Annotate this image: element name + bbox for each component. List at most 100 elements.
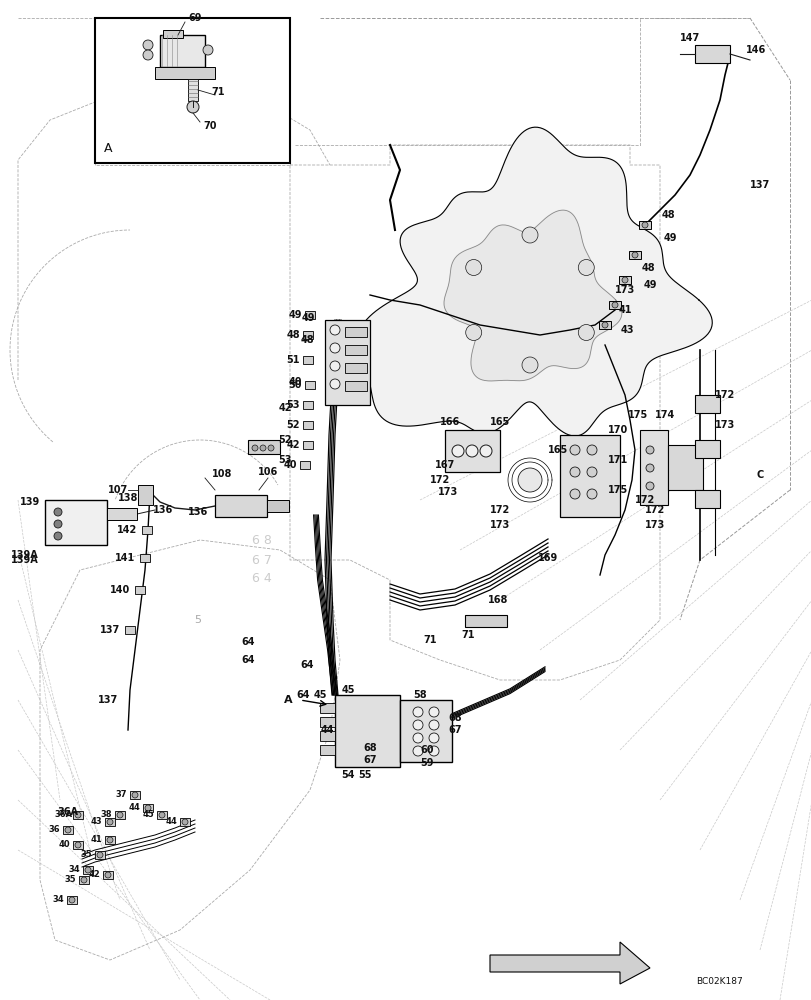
Text: 68: 68 bbox=[448, 713, 461, 723]
Bar bbox=[320, 717, 335, 727]
Bar bbox=[142, 526, 152, 534]
Bar bbox=[629, 251, 640, 259]
Circle shape bbox=[646, 464, 653, 472]
Text: 49: 49 bbox=[301, 313, 315, 323]
Text: 172: 172 bbox=[634, 495, 654, 505]
Text: 173: 173 bbox=[614, 285, 634, 295]
Bar bbox=[639, 430, 667, 505]
Circle shape bbox=[187, 101, 199, 113]
Circle shape bbox=[251, 445, 258, 451]
Text: 36: 36 bbox=[48, 825, 60, 834]
Bar bbox=[163, 30, 182, 38]
Circle shape bbox=[428, 733, 439, 743]
Text: 137: 137 bbox=[98, 695, 118, 705]
Text: 168: 168 bbox=[487, 595, 508, 605]
Text: 137: 137 bbox=[749, 180, 769, 190]
Bar bbox=[694, 440, 719, 458]
Text: 175: 175 bbox=[607, 485, 628, 495]
Text: 64: 64 bbox=[300, 660, 313, 670]
Text: 51: 51 bbox=[286, 355, 299, 365]
Text: 173: 173 bbox=[714, 420, 734, 430]
Text: 38: 38 bbox=[100, 810, 112, 819]
Circle shape bbox=[75, 812, 81, 818]
Circle shape bbox=[268, 445, 273, 451]
Bar bbox=[608, 301, 620, 309]
Bar bbox=[400, 700, 452, 762]
Text: A: A bbox=[283, 695, 292, 705]
Text: 167: 167 bbox=[435, 460, 454, 470]
Bar bbox=[247, 440, 280, 454]
Circle shape bbox=[601, 322, 607, 328]
Circle shape bbox=[145, 805, 151, 811]
Bar bbox=[320, 745, 335, 755]
Text: 165: 165 bbox=[489, 417, 509, 427]
Text: 67: 67 bbox=[363, 755, 376, 765]
Circle shape bbox=[159, 812, 165, 818]
Text: 6 8: 6 8 bbox=[251, 534, 272, 546]
Text: 40: 40 bbox=[58, 840, 70, 849]
Text: 64: 64 bbox=[241, 637, 255, 647]
Bar bbox=[560, 435, 620, 517]
Text: 69: 69 bbox=[188, 13, 201, 23]
Text: 138: 138 bbox=[118, 493, 138, 503]
Polygon shape bbox=[357, 127, 711, 436]
Text: 147: 147 bbox=[679, 33, 699, 43]
Circle shape bbox=[631, 252, 637, 258]
Circle shape bbox=[428, 720, 439, 730]
Circle shape bbox=[117, 812, 122, 818]
Bar bbox=[180, 818, 190, 826]
Circle shape bbox=[413, 746, 423, 756]
Bar bbox=[83, 866, 93, 874]
Text: 60: 60 bbox=[420, 745, 433, 755]
Text: 71: 71 bbox=[211, 87, 225, 97]
Bar bbox=[465, 615, 506, 627]
Text: 36A: 36A bbox=[58, 807, 79, 817]
Text: 6 7: 6 7 bbox=[251, 554, 272, 566]
Text: 48: 48 bbox=[285, 330, 299, 340]
Circle shape bbox=[182, 819, 188, 825]
Text: 140: 140 bbox=[109, 585, 130, 595]
Text: A: A bbox=[104, 142, 112, 155]
Bar bbox=[130, 791, 139, 799]
Text: 68: 68 bbox=[363, 743, 376, 753]
Circle shape bbox=[586, 467, 596, 477]
Bar bbox=[267, 500, 289, 512]
Circle shape bbox=[413, 720, 423, 730]
Text: 45: 45 bbox=[313, 690, 326, 700]
Text: 48: 48 bbox=[641, 263, 654, 273]
Text: 169: 169 bbox=[537, 553, 557, 563]
Bar bbox=[303, 421, 312, 429]
Text: 71: 71 bbox=[423, 635, 436, 645]
Text: 175: 175 bbox=[627, 410, 647, 420]
Circle shape bbox=[569, 467, 579, 477]
Bar bbox=[638, 221, 650, 229]
Bar bbox=[105, 836, 115, 844]
Text: 34: 34 bbox=[68, 865, 79, 874]
Bar bbox=[155, 67, 215, 79]
Text: 141: 141 bbox=[114, 553, 135, 563]
Text: 42: 42 bbox=[286, 440, 299, 450]
Circle shape bbox=[143, 40, 152, 50]
Text: 139A: 139A bbox=[11, 555, 39, 565]
Text: 136: 136 bbox=[187, 507, 208, 517]
Circle shape bbox=[428, 746, 439, 756]
Circle shape bbox=[413, 707, 423, 717]
Circle shape bbox=[586, 489, 596, 499]
Text: 64: 64 bbox=[296, 690, 309, 700]
Circle shape bbox=[521, 357, 538, 373]
Bar bbox=[335, 695, 400, 767]
Text: 37: 37 bbox=[115, 790, 127, 799]
Text: 44: 44 bbox=[165, 817, 177, 826]
Text: 53: 53 bbox=[286, 400, 299, 410]
Circle shape bbox=[143, 50, 152, 60]
Text: 45: 45 bbox=[142, 810, 154, 819]
Circle shape bbox=[521, 227, 538, 243]
Bar bbox=[299, 461, 310, 469]
Text: 136: 136 bbox=[152, 505, 173, 515]
Text: 52: 52 bbox=[278, 435, 291, 445]
Text: 172: 172 bbox=[644, 505, 664, 515]
Text: 172: 172 bbox=[489, 505, 509, 515]
Bar bbox=[45, 500, 107, 545]
Text: 49: 49 bbox=[642, 280, 656, 290]
Bar bbox=[303, 356, 312, 364]
